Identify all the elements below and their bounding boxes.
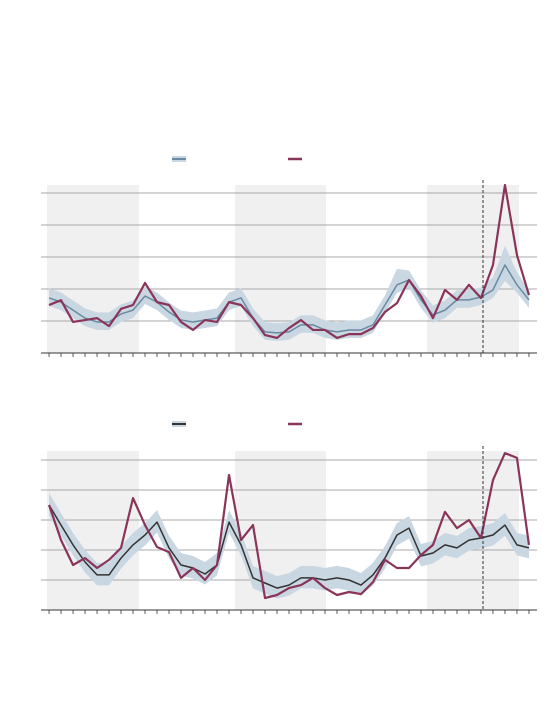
data-line [47,452,531,600]
confidence-band [49,493,529,599]
data-line [48,504,530,589]
confidence-band [49,245,529,341]
legend [172,156,302,162]
panel [41,180,537,357]
panel [41,446,537,614]
data-line [48,183,531,340]
data-line [48,264,530,334]
legend [172,421,302,427]
